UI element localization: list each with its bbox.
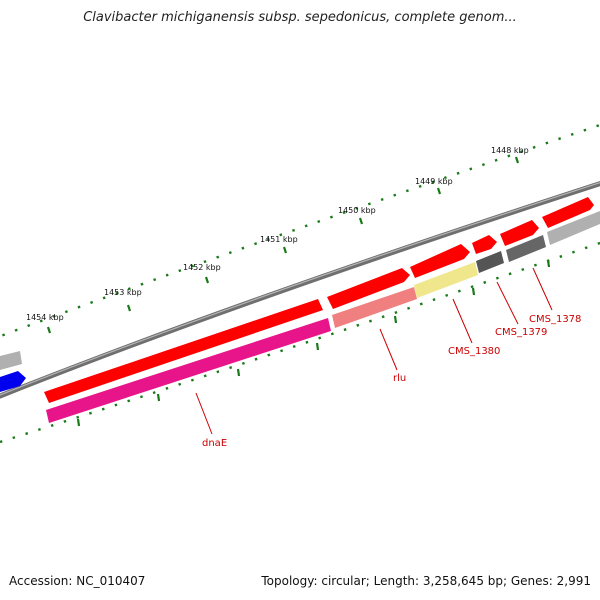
- cds-forward-1379: [472, 235, 497, 254]
- inner-ruler-dots: [0, 241, 600, 444]
- cds-forward-edge: [542, 197, 594, 228]
- blue-feature-left: [0, 371, 26, 392]
- gene-label-cms1378[interactable]: CMS_1378: [529, 314, 581, 325]
- cds-forward-1378: [500, 220, 539, 246]
- leader-lines: [195, 267, 553, 435]
- cds-forward-rlu: [327, 268, 410, 309]
- tick-label-1452: 1452 kbp: [183, 263, 221, 272]
- gene-label-cms1380[interactable]: CMS_1380: [448, 346, 500, 357]
- outer-major-ticks: [46, 156, 520, 334]
- tick-label-1453: 1453 kbp: [104, 288, 142, 297]
- gene-label-cms1379[interactable]: CMS_1379: [495, 327, 547, 338]
- tick-label-1454: 1454 kbp: [26, 313, 64, 322]
- inner-major-ticks: [76, 259, 551, 427]
- cds-forward-dnaE: [44, 299, 323, 403]
- genome-summary-text: Topology: circular; Length: 3,258,645 bp…: [261, 574, 591, 588]
- genome-backbone-highlight: [0, 181, 600, 396]
- tick-label-1449: 1449 kbp: [415, 177, 453, 186]
- map-title: Clavibacter michiganensis subsp. sepedon…: [83, 10, 517, 25]
- tick-label-1448: 1448 kbp: [491, 146, 529, 155]
- feature-cms1380: [414, 262, 478, 298]
- feature-cms1379-b: [506, 235, 546, 262]
- gray-feature-left: [0, 351, 22, 370]
- gene-label-dnaE[interactable]: dnaE: [202, 438, 227, 449]
- genome-backbone: [0, 180, 600, 399]
- feature-rlu: [332, 287, 417, 328]
- feature-cms1378: [547, 211, 600, 245]
- gene-label-rlu[interactable]: rlu: [393, 373, 406, 384]
- tick-label-1451: 1451 kbp: [260, 235, 298, 244]
- cds-forward-1380: [410, 244, 470, 278]
- accession-text: Accession: NC_010407: [9, 574, 146, 588]
- feature-dnaE: [46, 318, 331, 423]
- tick-label-1450: 1450 kbp: [338, 206, 376, 215]
- feature-cms1379: [476, 251, 504, 273]
